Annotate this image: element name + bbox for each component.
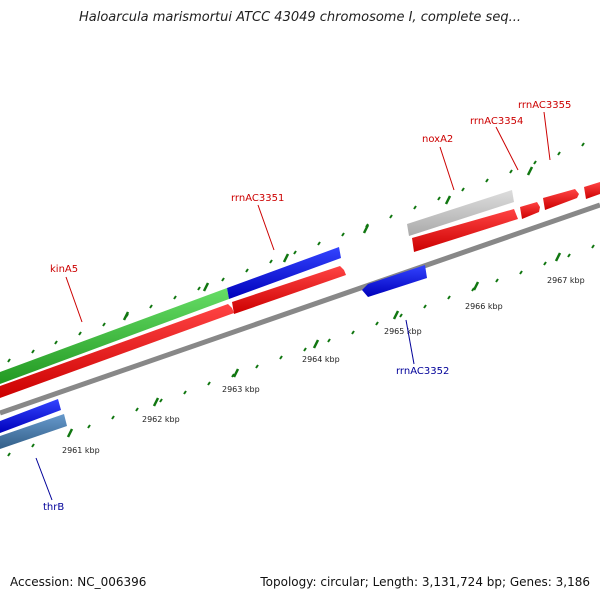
rrnAC3352-leader [405, 319, 415, 365]
gene-label-noxA2[interactable]: noxA2 [422, 134, 453, 145]
thrB-leader [35, 457, 53, 501]
green-feature-bar[interactable] [0, 288, 229, 384]
inner-major-ticks [66, 252, 562, 438]
red-cds-arrow-5[interactable] [543, 189, 579, 210]
red-cds-arrow-3[interactable] [412, 209, 518, 252]
rrnAC3351-feature-bar[interactable] [227, 247, 341, 299]
kinA5-cds-arrow[interactable] [0, 304, 234, 398]
gene-label-thrB[interactable]: thrB [43, 502, 64, 513]
outer-tick-marks [7, 142, 585, 363]
genome-summary: Topology: circular; Length: 3,131,724 bp… [260, 575, 590, 589]
rrnAC3354-leader [495, 126, 519, 171]
tick-label-2962: 2962 kbp [142, 415, 180, 424]
backbone-track [0, 202, 600, 416]
tick-label-2965: 2965 kbp [384, 327, 422, 336]
tick-label-2967: 2967 kbp [547, 276, 585, 285]
red-cds-arrow-4[interactable] [520, 202, 540, 219]
outer-major-ticks [122, 166, 534, 321]
rrnAC3355-leader [543, 111, 551, 161]
kinA5-leader [65, 276, 83, 323]
red-cds-arrow-6[interactable] [584, 182, 600, 199]
rrnAC3352-cds-arrow[interactable] [362, 265, 427, 297]
inner-tick-marks [7, 244, 595, 457]
accession-label: Accession: NC_006396 [10, 575, 147, 589]
noxA2-feature-bar[interactable] [407, 190, 514, 236]
tick-label-2966: 2966 kbp [465, 302, 503, 311]
tick-label-2963: 2963 kbp [222, 385, 260, 394]
gene-label-rrnAC3354[interactable]: rrnAC3354 [470, 116, 523, 127]
tick-label-2961: 2961 kbp [62, 446, 100, 455]
map-title: Haloarcula marismortui ATCC 43049 chromo… [79, 10, 521, 25]
gene-label-rrnAC3355[interactable]: rrnAC3355 [518, 100, 571, 111]
steel-feature-bar[interactable] [0, 414, 67, 449]
gene-label-kinA5[interactable]: kinA5 [50, 264, 78, 275]
thrB-cds-arrow[interactable] [0, 399, 61, 433]
noxA2-leader [439, 146, 455, 191]
gene-label-rrnAC3351[interactable]: rrnAC3351 [231, 193, 284, 204]
rrnAC3351-leader [257, 204, 275, 251]
gene-label-rrnAC3352[interactable]: rrnAC3352 [396, 366, 449, 377]
tick-label-2964: 2964 kbp [302, 355, 340, 364]
red-cds-arrow-2[interactable] [232, 266, 346, 314]
